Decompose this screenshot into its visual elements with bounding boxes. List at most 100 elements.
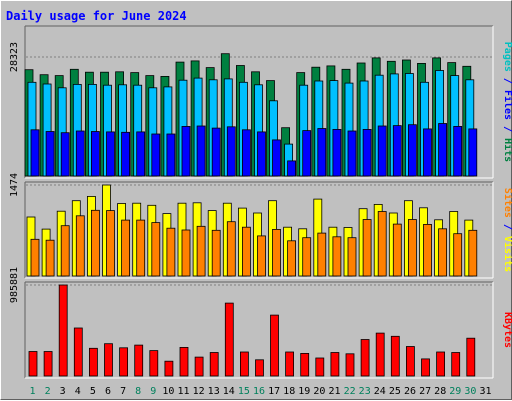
kbytes-panel-bar-kbytes-day-24	[375, 332, 385, 377]
visits-panel-bar-sites-day-4	[75, 215, 85, 277]
kbytes-panel-bar-kbytes-day-17	[270, 314, 279, 377]
x-tick-label-day-25: 25	[389, 386, 401, 397]
x-tick-label-day-12: 12	[193, 386, 205, 397]
x-tick-label-day-29: 29	[449, 386, 461, 397]
visits-panel-bar-sites-day-24	[377, 211, 387, 277]
visits-panel-bar-sites-day-21	[332, 236, 342, 277]
x-tick-label-day-8: 8	[135, 386, 141, 397]
x-tick-label-day-11: 11	[177, 386, 189, 397]
hits-panel-bar-pages-day-15	[241, 129, 251, 177]
hits-panel-bar-pages-day-22	[347, 130, 357, 177]
x-tick-label-day-16: 16	[253, 386, 265, 397]
visits-panel-bar-sites-day-15	[241, 226, 251, 277]
visits-panel-bar-sites-day-18	[287, 240, 297, 277]
kbytes-panel-bar-kbytes-day-11	[179, 346, 189, 377]
visits-panel-bar-sites-day-3	[60, 225, 70, 277]
hits-panel-bar-pages-day-21	[332, 128, 342, 177]
kbytes-panel-bar-kbytes-day-1	[28, 351, 38, 377]
hits-panel-axis-label-part: /	[502, 72, 512, 90]
hits-panel-bar-pages-day-23	[362, 128, 372, 177]
visits-panel-bar-sites-day-2	[45, 239, 55, 277]
kbytes-panel-bar-kbytes-day-25	[390, 335, 400, 377]
kbytes-panel-axis-label-part: KBytes	[502, 312, 512, 348]
x-tick-label-day-15: 15	[238, 386, 250, 397]
kbytes-panel-max-label: 985881	[9, 267, 20, 303]
x-tick-label-day-6: 6	[105, 386, 111, 397]
visits-panel-bar-sites-day-23	[362, 219, 372, 277]
visits-panel-bar-sites-day-30	[468, 229, 478, 277]
hits-panel-axis-label: Pages / Files / Hits	[502, 42, 512, 162]
visits-panel-bar-sites-day-20	[317, 232, 327, 277]
visits-panel-bar-sites-day-29	[453, 233, 463, 277]
visits-panel-bar-sites-day-12	[196, 225, 206, 277]
kbytes-panel-bar-kbytes-day-23	[360, 339, 370, 377]
hits-panel-bar-pages-day-2	[45, 131, 55, 177]
x-tick-label-day-24: 24	[374, 386, 386, 397]
hits-panel-bar-pages-day-28	[438, 123, 448, 177]
visits-panel-bar-sites-day-14	[226, 221, 236, 277]
visits-panel-bar-sites-day-10	[166, 227, 176, 277]
visits-panel-bar-sites-day-13	[211, 229, 221, 277]
x-tick-label-day-20: 20	[313, 386, 325, 397]
kbytes-panel-bar-kbytes-day-6	[104, 343, 113, 377]
visits-panel-bar-sites-day-1	[30, 238, 40, 277]
kbytes-panel-axis-label: KBytes	[502, 312, 512, 348]
chart-title: Daily usage for June 2024	[6, 9, 187, 23]
visits-panel-bar-sites-day-26	[407, 219, 417, 277]
x-tick-label-day-27: 27	[419, 386, 431, 397]
kbytes-panel-bar-kbytes-day-7	[119, 347, 128, 377]
visits-panel-bar-sites-day-6	[106, 210, 115, 277]
hits-panel-bar-pages-day-27	[423, 128, 432, 177]
visits-panel-max-label: 1474	[9, 173, 20, 197]
kbytes-panel-bar-kbytes-day-18	[285, 351, 295, 377]
kbytes-panel-bar-kbytes-day-13	[209, 352, 219, 377]
hits-panel-bar-pages-day-3	[60, 132, 70, 177]
hits-panel-bar-pages-day-14	[226, 126, 236, 177]
x-tick-label-day-3: 3	[60, 386, 66, 397]
x-tick-label-day-14: 14	[223, 386, 235, 397]
x-tick-label-day-22: 22	[344, 386, 356, 397]
kbytes-panel-bar-kbytes-day-8	[134, 344, 144, 377]
visits-panel-axis-label-part: Sites	[502, 188, 512, 218]
kbytes-panel-bar-kbytes-day-30	[466, 337, 476, 377]
hits-panel-bar-pages-day-5	[91, 131, 100, 177]
hits-panel-bar-pages-day-17	[272, 139, 281, 177]
visits-panel-axis-label-part: /	[502, 218, 512, 236]
x-tick-label-day-2: 2	[45, 386, 51, 397]
hits-panel-bar-pages-day-29	[453, 126, 463, 177]
hits-panel-bar-pages-day-26	[407, 124, 417, 177]
kbytes-panel-bar-kbytes-day-9	[149, 350, 159, 377]
hits-panel-bar-pages-day-30	[468, 128, 478, 177]
kbytes-panel-bar-kbytes-day-19	[300, 352, 310, 377]
x-tick-label-day-21: 21	[328, 386, 340, 397]
visits-panel-axis-label: Sites / Visits	[502, 188, 512, 272]
x-tick-label-day-28: 28	[434, 386, 446, 397]
visits-panel-bar-sites-day-17	[272, 228, 281, 277]
kbytes-panel-bar-kbytes-day-12	[194, 356, 204, 377]
hits-panel-axis-label-part: /	[502, 120, 512, 138]
x-tick-label-day-30: 30	[464, 386, 476, 397]
visits-panel-bar-sites-day-5	[91, 209, 100, 277]
visits-panel-bar-sites-day-9	[151, 222, 161, 277]
hits-panel-bar-pages-day-19	[302, 130, 312, 177]
kbytes-panel-bar-kbytes-day-16	[255, 359, 264, 377]
hits-panel-axis-label-part: Pages	[502, 42, 512, 72]
hits-panel-bar-pages-day-20	[317, 128, 327, 177]
x-tick-label-day-1: 1	[29, 386, 35, 397]
hits-panel-bar-pages-day-7	[121, 131, 130, 177]
hits-panel-bar-pages-day-10	[166, 133, 176, 177]
visits-panel-bar-sites-day-11	[181, 229, 191, 277]
x-tick-label-day-19: 19	[298, 386, 310, 397]
x-tick-label-day-7: 7	[120, 386, 126, 397]
visits-panel-bar-sites-day-19	[302, 237, 312, 277]
visits-panel-axis-label-part: Visits	[502, 236, 512, 272]
x-tick-label-day-18: 18	[283, 386, 295, 397]
x-tick-label-day-5: 5	[90, 386, 96, 397]
kbytes-panel-bar-kbytes-day-10	[164, 360, 174, 377]
hits-panel-bar-pages-day-18	[287, 160, 297, 177]
hits-panel-bar-pages-day-12	[196, 125, 206, 177]
hits-panel-bar-pages-day-25	[392, 125, 402, 177]
x-tick-label-day-17: 17	[268, 386, 280, 397]
